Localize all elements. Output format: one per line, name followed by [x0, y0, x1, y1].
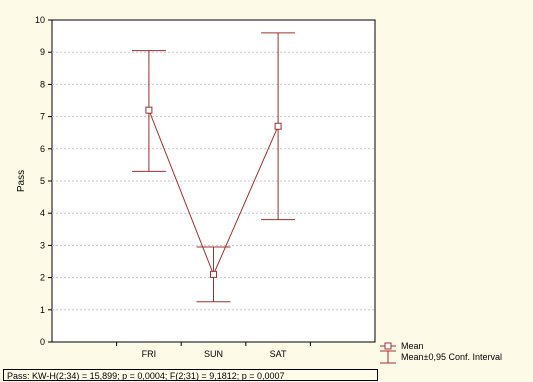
legend-ci-label: Mean±0,95 Conf. Interval — [401, 352, 502, 362]
y-axis-title: Pass — [16, 170, 27, 192]
mean-points — [145, 106, 282, 278]
y-tick-label: 6 — [40, 144, 45, 154]
x-tick-label: FRI — [142, 349, 157, 359]
y-tick-label: 4 — [40, 208, 45, 218]
mean-point-fri — [145, 106, 153, 114]
legend-mean-marker — [384, 342, 392, 350]
y-tick-label: 9 — [40, 47, 45, 57]
y-axis-ticks: 0 1 2 3 4 5 6 7 8 9 10 — [35, 15, 52, 347]
legend-mean-label: Mean — [401, 341, 424, 351]
grid-lines — [52, 51, 375, 311]
y-tick-label: 0 — [40, 337, 45, 347]
y-tick-label: 1 — [40, 305, 45, 315]
y-tick-label: 8 — [40, 79, 45, 89]
x-axis-ticks: FRI SUN SAT — [116, 342, 311, 359]
y-tick-label: 2 — [40, 273, 45, 283]
mean-point-sat — [274, 122, 282, 130]
legend: Mean Mean±0,95 Conf. Interval — [380, 341, 502, 364]
y-tick-label: 5 — [40, 176, 45, 186]
x-tick-label: SAT — [270, 349, 287, 359]
mean-point-sun — [210, 270, 217, 278]
y-tick-label: 10 — [35, 15, 45, 25]
x-tick-label: SUN — [204, 349, 223, 359]
y-tick-label: 3 — [40, 240, 45, 250]
legend-ci-symbol — [380, 350, 396, 364]
stats-footer: Pass: KW-H(2;34) = 15,899; p = 0,0004; F… — [3, 369, 378, 381]
y-tick-label: 7 — [40, 112, 45, 122]
